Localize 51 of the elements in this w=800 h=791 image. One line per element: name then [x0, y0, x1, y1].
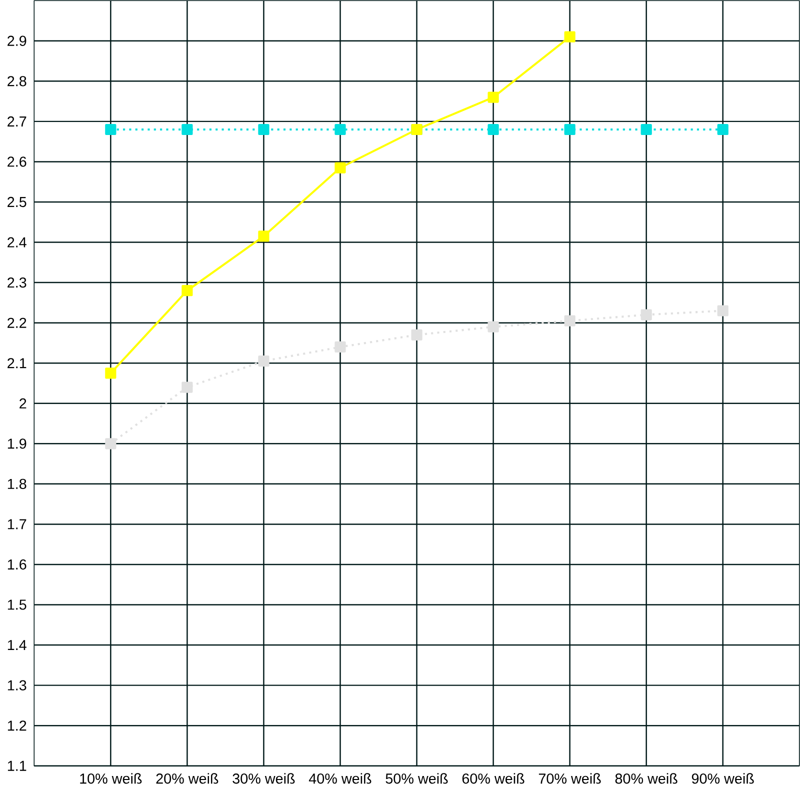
point	[258, 230, 270, 242]
point	[258, 124, 270, 136]
y-tick-label: 1.3	[8, 680, 26, 691]
x-tick-label: 70% weiß	[538, 773, 601, 784]
point	[411, 330, 422, 341]
y-tick-label: 2.7	[8, 116, 26, 127]
point	[182, 285, 193, 296]
x-tick-label: 20% weiß	[156, 773, 218, 784]
y-tick-label: 2.3	[8, 278, 26, 288]
point	[564, 124, 576, 136]
point	[182, 124, 193, 136]
y-tick-label: 2.5	[8, 197, 26, 208]
point	[488, 92, 499, 104]
point	[717, 305, 728, 317]
x-tick-label: 80% weiß	[615, 773, 678, 784]
x-tick-label: 10% weiß	[80, 773, 142, 784]
y-tick-label: 1.2	[8, 720, 26, 731]
x-tick-label: 90% weiß	[692, 773, 754, 784]
y-tick-label: 1.8	[8, 479, 26, 490]
point	[182, 382, 193, 394]
y-tick-label: 1.9	[8, 438, 26, 449]
y-tick-label: 1.7	[8, 519, 26, 530]
point	[105, 124, 116, 136]
x-tick-label: 50% weiß	[386, 773, 448, 784]
y-tick-label: 1.5	[8, 600, 26, 610]
y-tick-label: 2.8	[8, 76, 26, 86]
point	[564, 32, 576, 43]
point	[258, 356, 270, 367]
y-tick-label: 2.1	[8, 358, 26, 368]
point	[334, 162, 346, 174]
point	[717, 124, 728, 136]
x-tick-label: 40% weiß	[308, 773, 372, 784]
point	[334, 124, 346, 136]
point	[564, 315, 576, 327]
y-tick-label: 2.2	[8, 318, 26, 328]
y-tick-label: 1.4	[8, 640, 26, 650]
x-tick-label: 30% weiß	[232, 773, 295, 784]
point	[105, 368, 116, 379]
point	[105, 438, 116, 450]
point	[640, 124, 652, 136]
y-tick-label: 2.9	[8, 36, 26, 46]
point	[640, 309, 652, 321]
y-tick-label: 1.6	[8, 560, 26, 570]
x-tick-label: 60% weiß	[462, 773, 524, 784]
y-tick-label: 2.6	[8, 156, 26, 168]
y-tick-label: 2.4	[8, 237, 26, 248]
y-tick-label: 1.1	[8, 761, 26, 772]
point	[334, 342, 346, 353]
point	[488, 124, 499, 136]
point	[488, 322, 499, 333]
y-tick-label: 2	[20, 398, 26, 409]
